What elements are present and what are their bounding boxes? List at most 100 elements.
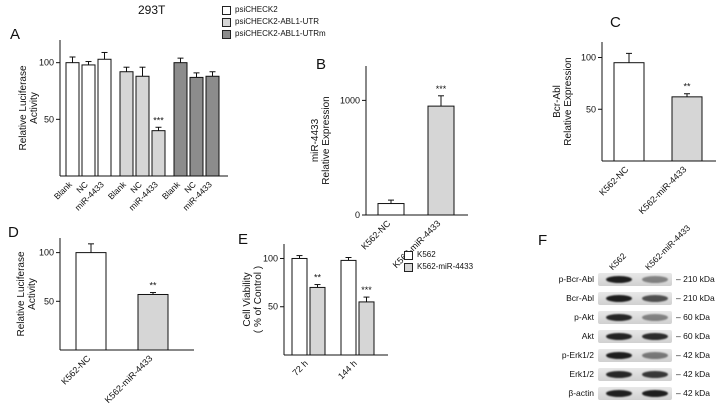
blot-row: Akt – 60 kDa [544,329,722,343]
bar [137,293,169,351]
significance-label: *** [153,115,164,125]
blot-protein-label: p-Bcr-Abl [558,274,594,284]
blot-kda-label: – 42 kDa [676,350,711,360]
chart-svg-E: 50 100 Cell Viability( % of Control ) ** 72 … [242,244,388,381]
blot-band [606,332,632,340]
y-tick-label: 100 [39,248,54,258]
x-tick-label: Blank [52,179,75,202]
legend-item: psiCHECK2-ABL1-UTR [222,17,326,27]
bar [671,96,703,162]
x-tick-label: Blank [160,179,183,202]
chart-a-luciferase-293t: 50 100 Relative Luciferase Activity Blank NC m… [16,26,231,243]
panel-label-a: A [10,26,21,43]
blot-band [606,275,632,283]
y-axis-label: Activity [27,278,38,310]
blot-row: p-Erk1/2 – 42 kDa [544,348,722,362]
bar [340,259,357,356]
blot-strip [598,386,672,400]
blot-strip [598,348,672,362]
legend-swatch [404,262,413,272]
y-tick-label: 50 [44,296,54,306]
x-tick-label: K562-miR-4433 [637,164,689,216]
x-tick-label: K562-NC [59,353,93,387]
blot-band [642,389,668,397]
blot-strip [598,367,672,381]
blot-protein-label: p-Akt [574,312,594,322]
blot-strip [598,310,672,324]
legend-label: K562-miR-4433 [417,262,474,271]
y-axis-label: Relative Expression [563,57,574,145]
bar [135,75,150,177]
bar [205,75,220,177]
bar [427,105,455,216]
bar [97,58,112,177]
legend-swatch [222,17,231,27]
legend-item: K562 [404,250,473,260]
y-tick-label: 100 [263,253,278,263]
blot-strip [598,291,672,305]
y-tick-label: 100 [39,58,54,68]
blot-protein-label: p-Erk1/2 [561,350,594,360]
y-axis-label: Bcr-Abl [552,85,563,118]
blot-row: p-Bcr-Abl – 210 kDa [544,272,722,286]
y-axis-label: Activity [29,92,40,124]
blot-band [642,332,668,340]
blot-strip [598,272,672,286]
legend-item: psiCHECK2-ABL1-UTRm [222,29,326,39]
y-tick-label: 0 [355,210,360,220]
legend-item: psiCHECK2 [222,5,326,15]
panel-label-b: B [316,56,327,73]
blot-protein-label: β-actin [568,388,594,398]
chart-d-luciferase-k562: 50 100 Relative Luciferase Activity K562-NC *… [14,226,214,418]
y-tick-label: 50 [586,104,596,114]
y-axis-label: ( % of Control ) [253,266,264,333]
x-tick-label: Blank [106,179,129,202]
western-blot-lane-labels: K562 K562-miR-4433 [544,223,722,272]
blot-band [642,313,668,321]
western-blot-panel: K562 K562-miR-4433 p-Bcr-Abl – 210 kDa Bcr-… [544,223,722,405]
blot-row: Bcr-Abl – 210 kDa [544,291,722,305]
legend-swatch [222,29,231,39]
y-tick-label: 50 [44,114,54,124]
bar [75,252,107,351]
blot-kda-label: – 42 kDa [676,369,711,379]
bar [309,286,326,356]
y-axis-label: Relative Luciferase [16,251,27,336]
blot-band [642,275,668,283]
panel-label-e: E [238,231,249,248]
legend-label: K562 [417,250,436,259]
y-axis-label: Relative Luciferase [18,65,29,150]
blot-protein-label: Erk1/2 [569,369,594,379]
significance-label: ** [683,82,691,92]
bar [81,64,96,177]
blot-row: β-actin – 42 kDa [544,386,722,400]
blot-kda-label: – 60 kDa [676,331,711,341]
bar [291,257,308,356]
bar [377,203,405,216]
blot-band [642,294,668,302]
blot-band [606,389,632,397]
blot-band [606,313,632,321]
chart-b-mir4433-expression: 0 1000 miR-4433 Relative Expression K562-NC *… [310,52,475,292]
chart-a-title: 293T [138,3,166,17]
panel-label-d: D [8,224,19,241]
significance-label: *** [436,84,447,94]
legend-swatch [222,5,231,15]
blot-band [642,370,668,378]
blot-row: p-Akt – 60 kDa [544,310,722,324]
x-tick-label: K562-miR-4433 [103,353,155,405]
bar [65,62,80,177]
legend-viability: K562 K562-miR-4433 [404,250,473,274]
legend-label: psiCHECK2-ABL1-UTRm [235,29,326,38]
y-tick-label: 100 [581,53,596,63]
chart-e-cell-viability: 50 100 Cell Viability( % of Control ) ** 72 … [240,232,390,418]
significance-label: *** [361,285,372,295]
bar [358,301,375,356]
y-tick-label: 50 [268,302,278,312]
bar [189,76,204,177]
panel-label-c: C [610,14,621,31]
blot-band [642,351,668,359]
blot-strip [598,329,672,343]
chart-c-bcrabl-expression: 50 100 Bcr-Abl Relative Expression K562-NC **… [552,26,720,236]
